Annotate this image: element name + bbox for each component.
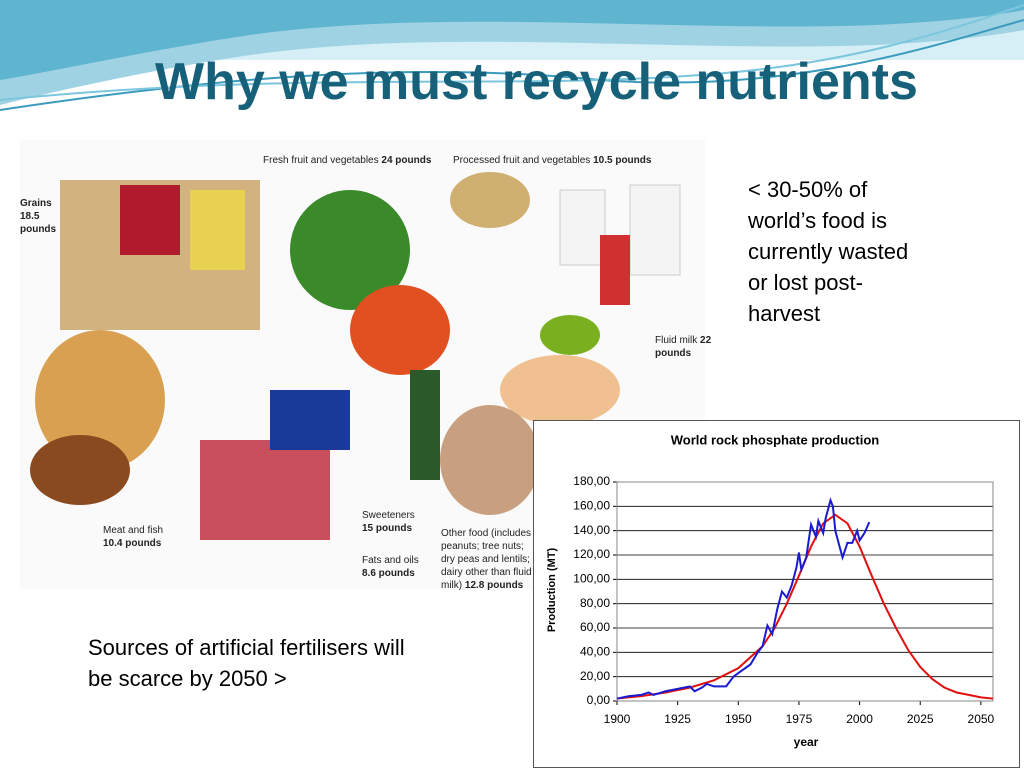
y-tick-label: 20,00 xyxy=(580,669,610,683)
photo-label: Sweeteners 15 pounds xyxy=(362,509,422,535)
header-waves xyxy=(0,0,1024,111)
label-amount: 10.4 pounds xyxy=(103,538,162,549)
series-line xyxy=(616,497,871,700)
text-line: currently wasted xyxy=(748,239,909,264)
photo-label: Meat and fish 10.4 pounds xyxy=(103,524,173,550)
photo-label: Processed fruit and vegetables 10.5 poun… xyxy=(453,154,683,167)
label-name: Fluid milk xyxy=(655,335,698,346)
x-tick-label: 2000 xyxy=(846,712,873,726)
y-tick-label: 140,00 xyxy=(573,523,610,537)
y-axis-label: Production (MT) xyxy=(546,548,558,633)
chart-title: World rock phosphate production xyxy=(671,432,880,447)
x-tick-label: 1975 xyxy=(786,712,813,726)
label-amount: 12.8 pounds xyxy=(464,580,524,591)
y-tick-label: 80,00 xyxy=(580,596,610,610)
text-line: Sources of artificial fertilisers will xyxy=(88,635,405,660)
label-amount: 15 pounds xyxy=(362,523,413,534)
x-tick-label: 2050 xyxy=(968,712,995,726)
y-tick-label: 180,00 xyxy=(573,474,610,488)
x-tick-label: 1925 xyxy=(664,712,691,726)
label-name: Fresh fruit and vegetables xyxy=(263,155,379,166)
series-line xyxy=(616,513,994,700)
label-name: Meat and fish xyxy=(103,525,164,536)
x-tick-label: 2025 xyxy=(907,712,934,726)
label-amount: 10.5 pounds xyxy=(593,155,652,166)
text-line: harvest xyxy=(748,301,821,326)
photo-label: Grains 18.5 pounds xyxy=(20,197,60,236)
label-name: Sweeteners xyxy=(362,510,415,521)
y-tick-label: 160,00 xyxy=(573,499,610,513)
photo-label: Fats and oils 8.6 pounds xyxy=(362,554,432,580)
x-tick-label: 1950 xyxy=(725,712,752,726)
text-line: be scarce by 2050 > xyxy=(88,666,287,691)
x-axis-label: year xyxy=(794,735,819,749)
y-tick-label: 0,00 xyxy=(587,693,611,707)
label-name: Processed fruit and vegetables xyxy=(453,155,591,166)
label-amount: 22 pounds xyxy=(655,335,712,359)
chart-frame xyxy=(533,420,1020,768)
left-text: Sources of artificial fertilisers will be… xyxy=(88,632,405,694)
label-amount: 18.5 pounds xyxy=(20,211,57,235)
text-line: world’s food is xyxy=(748,208,887,233)
text-line: or lost post- xyxy=(748,270,863,295)
y-tick-label: 120,00 xyxy=(573,547,610,561)
text-line: < 30-50% of xyxy=(748,177,868,202)
label-name: Other food (includes peanuts; tree nuts;… xyxy=(441,528,532,591)
photo-label: Other food (includes peanuts; tree nuts;… xyxy=(441,527,536,592)
plot-area xyxy=(616,481,994,702)
right-text: < 30-50% of world’s food is currently wast… xyxy=(748,174,908,329)
chart: World rock phosphate production Producti… xyxy=(533,420,1020,768)
y-tick-label: 60,00 xyxy=(580,620,610,634)
y-tick-label: 40,00 xyxy=(580,645,610,659)
label-name: Grains xyxy=(20,198,52,209)
y-tick-label: 100,00 xyxy=(573,572,610,586)
food-photo xyxy=(20,140,705,590)
photo-label: Fluid milk 22 pounds xyxy=(655,334,715,360)
x-tick-label: 1900 xyxy=(604,712,631,726)
slide-title: Why we must recycle nutrients xyxy=(155,53,918,111)
label-amount: 24 pounds xyxy=(381,155,432,166)
label-name: Fats and oils xyxy=(362,555,419,566)
label-amount: 8.6 pounds xyxy=(362,568,415,579)
photo-label: Fresh fruit and vegetables 24 pounds xyxy=(263,154,483,167)
